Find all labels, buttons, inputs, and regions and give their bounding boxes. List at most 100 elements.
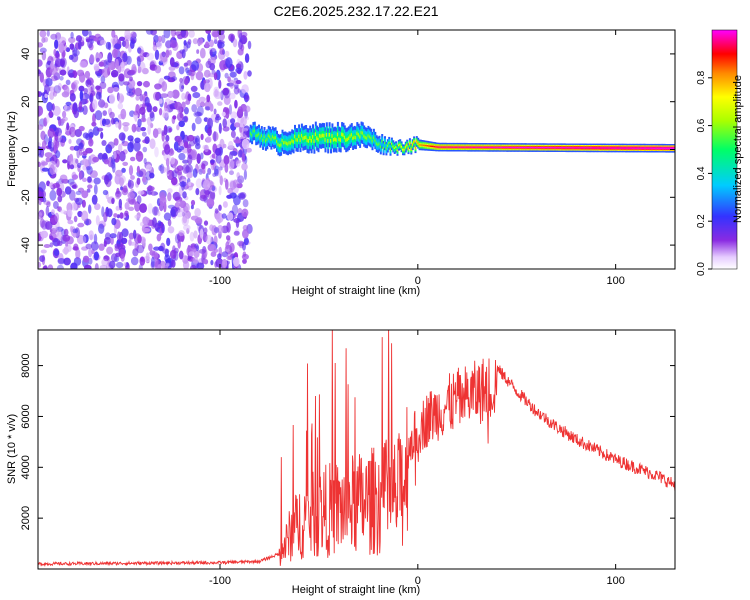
noise-cell [222, 87, 230, 96]
noise-cell [143, 80, 150, 88]
signal-cell [536, 147, 539, 149]
noise-cell [40, 130, 46, 141]
signal-cell [669, 147, 672, 149]
noise-cell [154, 260, 162, 269]
signal-cell [325, 133, 328, 137]
signal-cell [426, 145, 429, 147]
noise-cell [243, 169, 247, 180]
signal-cell [569, 147, 572, 149]
noise-cell [67, 154, 74, 166]
signal-cell [518, 146, 521, 149]
noise-cell [57, 195, 63, 203]
signal-cell [469, 146, 472, 148]
colorbar: 0.0 0.2 0.4 0.6 0.8 Normalized spectral ampl… [696, 29, 744, 276]
noise-cell [174, 196, 183, 202]
noise-cell [237, 30, 243, 39]
signal-cell [673, 147, 675, 149]
signal-cell [525, 146, 528, 149]
signal-cell [314, 132, 317, 136]
noise-cell [176, 209, 184, 218]
noise-cell [94, 203, 101, 211]
noise-cell [161, 223, 165, 234]
signal-cell [562, 147, 565, 149]
noise-cell [228, 159, 235, 170]
noise-cell [166, 164, 170, 175]
signal-cell [374, 139, 377, 142]
noise-cell [196, 262, 205, 269]
noise-cell [122, 185, 128, 193]
signal-cell [558, 147, 561, 149]
signal-cell [447, 146, 450, 148]
noise-cell [176, 200, 181, 206]
noise-cell [235, 67, 243, 74]
noise-cell [38, 105, 44, 116]
signal-cell [580, 147, 583, 149]
noise-cell [178, 66, 185, 75]
noise-cell [192, 38, 198, 45]
signal-cell [608, 147, 611, 149]
noise-cell [221, 213, 227, 219]
noise-cell [160, 93, 169, 98]
noise-cell [98, 99, 106, 108]
noise-cell [229, 180, 237, 190]
signal-cell [253, 129, 256, 133]
snr-series [38, 330, 675, 568]
signal-cell [573, 147, 576, 149]
signal-cell [566, 147, 569, 149]
noise-cell [170, 30, 176, 38]
noise-cell [229, 170, 234, 176]
signal-cell [528, 146, 530, 149]
signal-cell [575, 147, 578, 149]
signal-cell [625, 147, 627, 149]
signal-cell [460, 146, 463, 148]
signal-cell [595, 147, 598, 149]
signal-cell [554, 147, 557, 149]
noise-cell [78, 85, 85, 92]
signal-cell [313, 139, 316, 143]
noise-cell [193, 230, 198, 239]
noise-cell [230, 130, 236, 138]
signal-cell [570, 147, 573, 149]
noise-cell [44, 93, 48, 99]
signal-cell [598, 147, 601, 149]
noise-cell [218, 185, 222, 196]
noise-cell [218, 247, 222, 254]
noise-cell [81, 210, 89, 222]
signal-cell [323, 133, 326, 138]
noise-cell [145, 164, 152, 172]
noise-cell [190, 264, 197, 269]
noise-cell [137, 190, 145, 195]
noise-cell [121, 228, 129, 238]
noise-cell [216, 225, 224, 235]
noise-cell [137, 118, 142, 128]
signal-cell [414, 146, 417, 149]
noise-cell [111, 197, 115, 205]
noise-cell [211, 225, 218, 236]
noise-cell [145, 170, 152, 181]
signal-cell [561, 147, 564, 149]
noise-cell [69, 93, 76, 102]
noise-cell [127, 191, 135, 200]
noise-cell [139, 203, 148, 214]
signal-cell [336, 132, 339, 137]
noise-cell [245, 147, 252, 153]
signal-cell [667, 147, 670, 149]
noise-cell [114, 173, 121, 185]
noise-cell [191, 104, 198, 113]
signal-cell [583, 147, 586, 149]
noise-cell [136, 177, 141, 185]
noise-cell [42, 197, 47, 203]
noise-cell [134, 87, 142, 97]
noise-cell [163, 212, 172, 221]
signal-cell [507, 146, 510, 149]
noise-cell [178, 230, 185, 237]
noise-cell [183, 40, 187, 46]
signal-cell [377, 143, 380, 146]
noise-cell [187, 93, 192, 102]
noise-cell [104, 232, 111, 240]
signal-cell [461, 146, 464, 148]
noise-cell [56, 187, 63, 197]
noise-cell [108, 93, 116, 105]
noise-cell [114, 243, 121, 249]
signal-cell [300, 133, 303, 138]
